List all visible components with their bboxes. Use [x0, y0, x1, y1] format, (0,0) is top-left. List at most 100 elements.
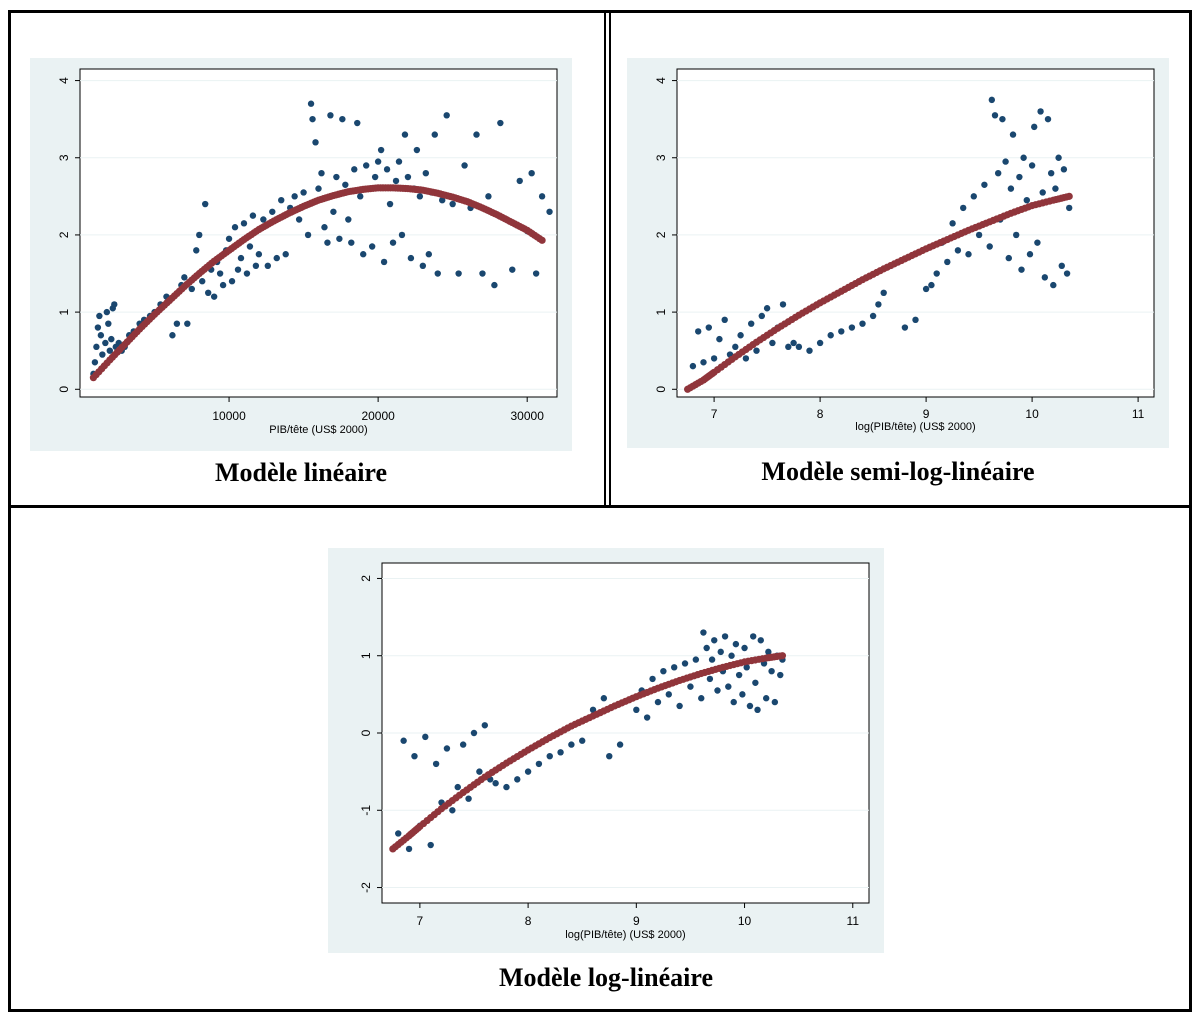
- scatter-point: [524, 768, 532, 775]
- y-tick-label: 2: [57, 231, 71, 238]
- scatter-point: [986, 243, 993, 250]
- scatter-point: [240, 220, 248, 227]
- scatter-point: [434, 270, 441, 277]
- scatter-point: [398, 231, 406, 239]
- y-tick-label: 1: [654, 308, 668, 315]
- scatter-point: [735, 671, 743, 679]
- scatter-point: [465, 795, 472, 802]
- scatter-point: [1044, 115, 1052, 123]
- scatter-point: [965, 251, 972, 258]
- scatter-point: [243, 270, 251, 277]
- scatter-point: [633, 706, 640, 714]
- scatter-point: [725, 683, 732, 690]
- scatter-point: [1002, 158, 1009, 165]
- scatter-point: [94, 324, 102, 331]
- scatter-point: [422, 733, 429, 741]
- y-tick-label: 3: [57, 154, 71, 161]
- scatter-point: [1009, 131, 1017, 138]
- scatter-point: [714, 687, 721, 694]
- scatter-point: [1013, 231, 1020, 239]
- scatter-point: [282, 251, 289, 258]
- scatter-point: [473, 131, 480, 138]
- scatter-point: [363, 162, 370, 169]
- scatter-point: [1066, 204, 1073, 212]
- scatter-point: [91, 359, 99, 366]
- scatter-point: [404, 173, 412, 181]
- scatter-point: [730, 698, 737, 706]
- scatter-point: [264, 262, 272, 269]
- scatter-point: [728, 652, 735, 659]
- scatter-point: [649, 675, 656, 683]
- y-tick-label: -1: [359, 805, 373, 816]
- scatter-point: [105, 320, 112, 327]
- scatter-point: [503, 783, 510, 791]
- scatter-point: [711, 637, 718, 644]
- scatter-point: [991, 112, 999, 119]
- chart-linear-model: 0 1 2 3 4 10000 20000 30000 PIB/tête (US$ 2000): [30, 58, 572, 451]
- x-tick-label: 11: [847, 914, 860, 928]
- scatter-point: [193, 247, 200, 254]
- scatter-point: [333, 173, 340, 181]
- scatter-point: [970, 193, 977, 200]
- scatter-point: [255, 251, 263, 258]
- scatter-point: [210, 293, 218, 300]
- scatter-point: [1020, 154, 1027, 161]
- scatter-point: [737, 332, 744, 339]
- scatter-point: [816, 339, 824, 347]
- scatter-point: [342, 181, 349, 188]
- fit-point: [538, 236, 546, 244]
- scatter-point: [425, 251, 433, 258]
- scatter-point: [351, 166, 358, 173]
- x-tick-label: 10: [1025, 407, 1039, 421]
- x-tick-label: 9: [923, 407, 930, 421]
- scatter-point: [443, 745, 451, 752]
- scatter-point: [459, 741, 467, 748]
- scatter-point: [219, 281, 227, 289]
- scatter-point: [491, 281, 498, 289]
- scatter-point: [546, 208, 553, 215]
- scatter-point: [413, 146, 421, 154]
- x-tick-label: 10000: [212, 409, 246, 423]
- scatter-point: [616, 741, 624, 748]
- scatter-point: [763, 305, 771, 312]
- scatter-point: [528, 169, 535, 177]
- column-separator-right: [609, 12, 611, 506]
- scatter-point: [1034, 239, 1041, 246]
- scatter-point: [706, 675, 714, 683]
- scatter-point: [1041, 274, 1049, 281]
- scatter-point: [481, 722, 489, 729]
- scatter-point: [692, 656, 700, 663]
- x-tick-label: 20000: [361, 409, 395, 423]
- scatter-point: [710, 355, 718, 362]
- scatter-point: [1060, 166, 1068, 173]
- scatter-point: [538, 193, 546, 200]
- scatter-point: [181, 274, 188, 281]
- scatter-point: [687, 683, 694, 690]
- scatter-point: [321, 224, 328, 231]
- scatter-point: [97, 332, 105, 339]
- scatter-point: [676, 702, 683, 710]
- scatter-point: [779, 301, 787, 308]
- scatter-point: [516, 177, 523, 185]
- scatter-point: [975, 231, 983, 239]
- scatter-point: [1031, 123, 1038, 131]
- scatter-point: [743, 664, 750, 671]
- x-tick-label: 11: [1132, 407, 1145, 421]
- scatter-point: [492, 780, 499, 787]
- scatter-point: [739, 691, 746, 698]
- scatter-point: [700, 359, 707, 366]
- scatter-point: [954, 247, 962, 254]
- chart-semi-log-linear-model: 0 1 2 3 4 7 8 9 10 11 log(PIB/tête) (US$ 2000): [627, 58, 1169, 448]
- x-axis-label: PIB/tête (US$ 2000): [269, 424, 367, 436]
- scatter-point: [509, 266, 516, 273]
- plot-area: [79, 68, 558, 398]
- y-tick-label: 2: [359, 575, 373, 582]
- scatter-point: [757, 637, 764, 644]
- scatter-point: [1007, 185, 1015, 192]
- scatter-point: [752, 679, 759, 686]
- scatter-point: [380, 258, 388, 266]
- scatter-point: [188, 285, 195, 293]
- scatter-point: [278, 197, 285, 204]
- scatter-point: [535, 760, 543, 768]
- x-tick-label: 30000: [511, 409, 545, 423]
